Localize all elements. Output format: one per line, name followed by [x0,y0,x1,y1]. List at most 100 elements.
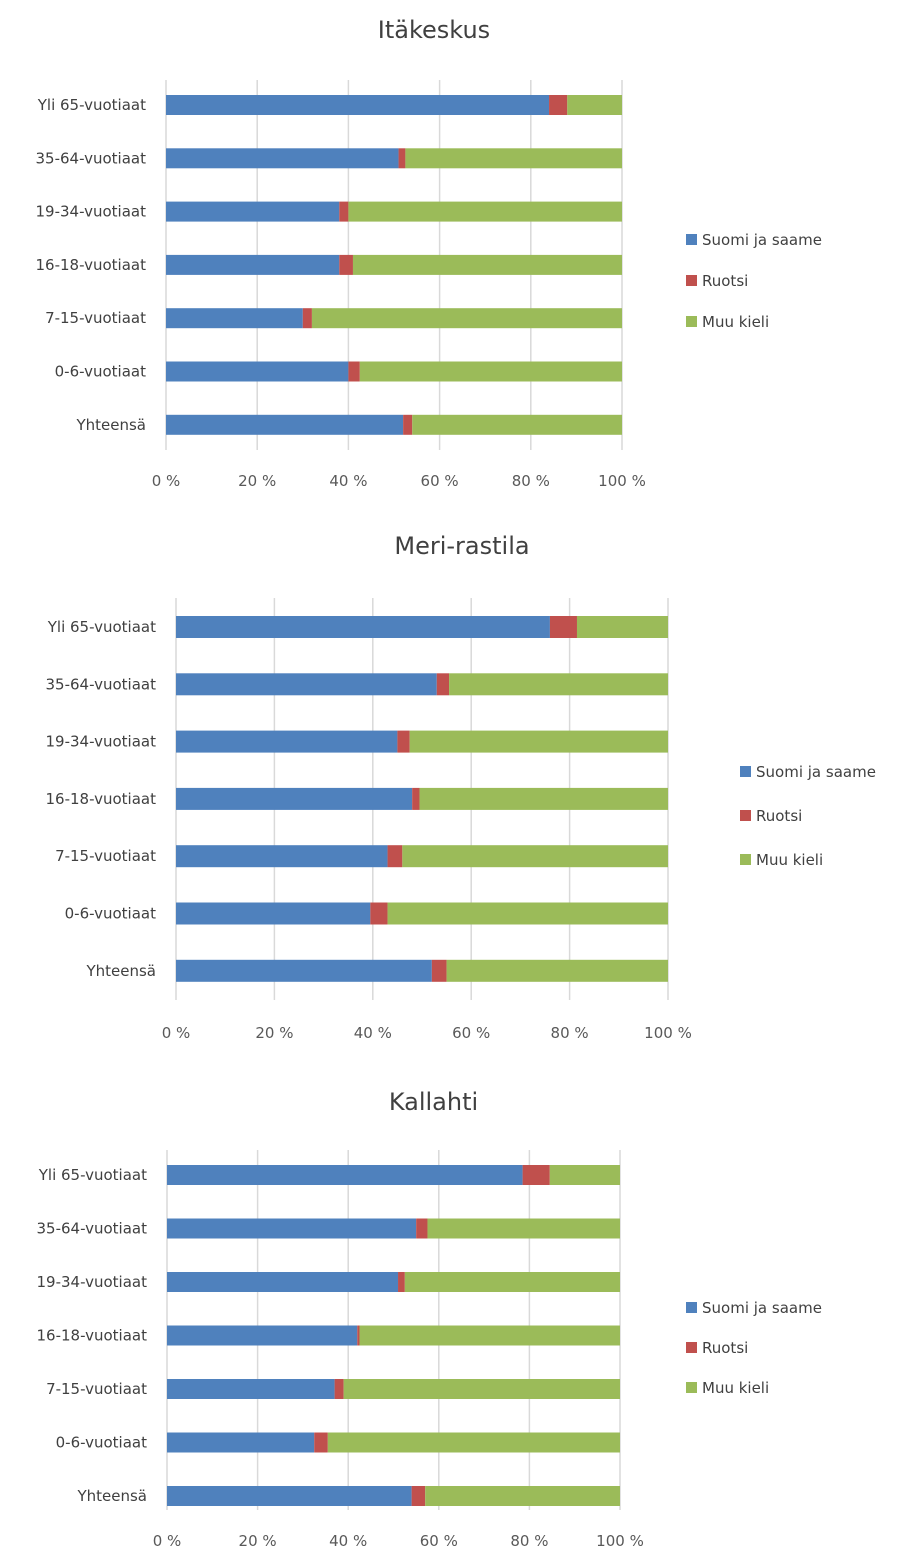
bar-segment [348,361,360,382]
category-label: Yli 65-vuotiaat [47,618,156,636]
bar-segment [167,1432,315,1453]
bar-segment [166,95,550,115]
bar-segment [387,845,403,868]
bar-segment [167,1486,412,1506]
chart-kallahti: Kallahti 0 % 20 % 40 % 60 % 80 % 100 % Yli 65-v… [0,1070,906,1556]
category-label: Yhteensä [76,1487,147,1505]
legend-label: Muu kieli [702,313,769,331]
category-label: 7-15-vuotiaat [45,309,146,327]
legend-label: Suomi ja saame [702,1299,822,1317]
bar-segment [166,201,340,222]
bar-segment [446,959,668,982]
category-label: 0-6-vuotiaat [56,1434,148,1452]
bar-segment [411,1486,426,1506]
bar-segment [352,254,622,275]
bar-segment [370,902,388,925]
x-tick-label: 100 % [596,1532,644,1550]
bar-segment [166,254,340,275]
bar-segment [567,95,622,115]
legend-swatch [686,1342,697,1353]
x-tick-label: 40 % [329,472,367,490]
category-label: 0-6-vuotiaat [65,905,157,923]
x-tick-label: 0 % [153,1532,182,1550]
category-label: Yhteensä [75,416,146,434]
bar-segment [576,616,668,638]
bar-segment [311,308,622,329]
bar-segment [431,959,447,982]
bar-segment [409,730,668,753]
bar-segment [167,1218,417,1239]
bar-segment [403,414,413,435]
bar-segment [427,1218,620,1239]
chart-title: Kallahti [389,1088,478,1116]
x-tick-label: 100 % [598,472,646,490]
bar-segment [397,730,410,753]
category-label: 0-6-vuotiaat [55,363,147,381]
bar-segment [167,1379,335,1399]
category-label: 7-15-vuotiaat [55,847,156,865]
bar-segment [302,308,312,329]
x-tick-label: 20 % [255,1024,293,1042]
legend-label: Suomi ja saame [702,231,822,249]
bar-segment [166,148,399,169]
x-tick-label: 20 % [239,1532,277,1550]
bar-segment [343,1379,620,1399]
legend-label: Ruotsi [702,1339,748,1357]
bar-segment [419,787,668,810]
category-label: Yli 65-vuotiaat [37,96,146,114]
legend-swatch [686,275,697,286]
chart-itakeskus-svg: Itäkeskus 0 % 20 % 40 % 60 % 80 % 100 % Yli 65-… [36,16,822,490]
bar-segment [176,845,388,868]
category-label: 35-64-vuotiaat [37,1220,148,1238]
bar-segment [359,1325,620,1346]
bar-segment [339,254,353,275]
category-label: 16-18-vuotiaat [37,1327,148,1345]
bar-segment [402,845,668,868]
bar-segment [167,1325,358,1346]
bar-segment [398,148,406,169]
bar-segment [549,616,577,638]
legend-swatch [686,234,697,245]
category-label: 19-34-vuotiaat [36,203,147,221]
bar-segment [416,1218,428,1239]
x-tick-label: 80 % [510,1532,548,1550]
bar-segment [176,959,432,982]
bar-segment [404,1272,620,1292]
bar-segment [167,1272,399,1292]
bar-segment [166,361,349,382]
x-tick-label: 100 % [644,1024,692,1042]
x-tick-label: 60 % [420,1532,458,1550]
bar-segment [327,1432,620,1453]
legend-swatch [740,810,751,821]
x-tick-label: 80 % [512,472,550,490]
bar-segment [436,673,450,696]
bar-segment [166,308,303,329]
category-label: 35-64-vuotiaat [36,149,147,167]
bar-segment [398,1272,405,1292]
x-tick-label: 40 % [329,1532,367,1550]
category-label: Yhteensä [85,962,156,980]
bar-segment [166,414,404,435]
chart-meri-rastila: Meri-rastila 0 % 20 % 40 % 60 % 80 % 100 % Yli … [0,520,906,1050]
category-label: Yli 65-vuotiaat [38,1166,147,1184]
chart-meri-rastila-svg: Meri-rastila 0 % 20 % 40 % 60 % 80 % 100 % Yli … [46,532,876,1042]
category-label: 19-34-vuotiaat [46,733,157,751]
bar-segment [314,1432,328,1453]
category-label: 7-15-vuotiaat [46,1380,147,1398]
bar-segment [412,414,622,435]
bar-segment [176,787,413,810]
bar-segment [348,201,622,222]
chart-kallahti-svg: Kallahti 0 % 20 % 40 % 60 % 80 % 100 % Yli 65-v… [37,1088,822,1550]
x-tick-label: 80 % [551,1024,589,1042]
bar-segment [176,616,550,638]
bar-segment [357,1325,360,1346]
bar-segment [449,673,668,696]
x-tick-label: 60 % [421,472,459,490]
legend-label: Suomi ja saame [756,763,876,781]
legend-swatch [686,316,697,327]
x-tick-label: 0 % [162,1024,191,1042]
bar-segment [549,95,568,115]
bar-segment [176,730,398,753]
legend-swatch [686,1302,697,1313]
category-label: 35-64-vuotiaat [46,675,157,693]
